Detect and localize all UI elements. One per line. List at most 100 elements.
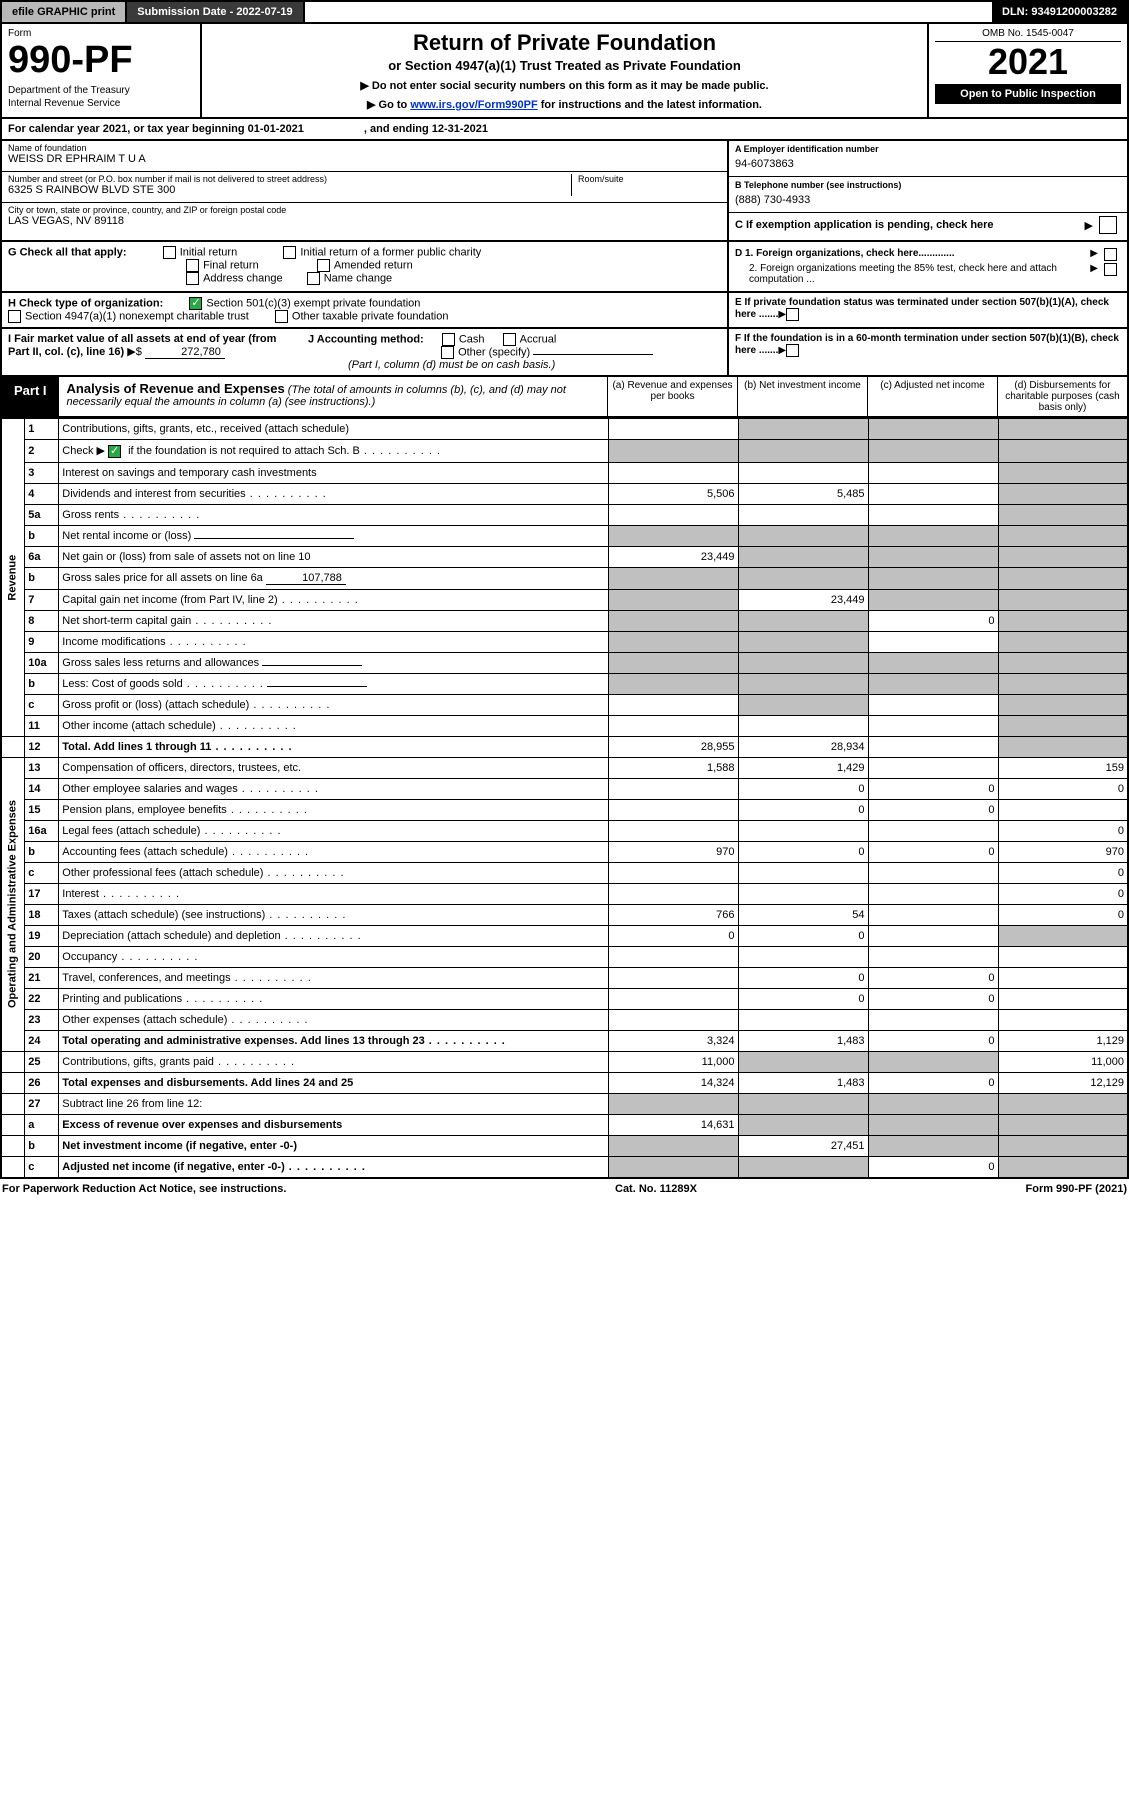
cb-501c3[interactable] (189, 297, 202, 310)
ein-row: A Employer identification number 94-6073… (729, 141, 1127, 177)
r10b-input[interactable] (267, 686, 367, 687)
cb-final-return[interactable] (186, 259, 199, 272)
row-12: 12Total. Add lines 1 through 1128,95528,… (1, 736, 1128, 757)
cb-d1[interactable] (1104, 248, 1117, 261)
val-c: 0 (868, 778, 998, 799)
j-accrual: Accrual (520, 333, 557, 345)
j-other-input[interactable] (533, 354, 653, 355)
arrow-icon: ▶ (778, 309, 786, 320)
row-23: 23Other expenses (attach schedule) (1, 1009, 1128, 1030)
cb-f[interactable] (786, 344, 799, 357)
val-b: 0 (738, 925, 868, 946)
omb-number: OMB No. 1545-0047 (935, 28, 1121, 42)
lineno: 2 (25, 440, 59, 463)
lineno: 7 (25, 589, 59, 610)
h-opt1: Section 501(c)(3) exempt private foundat… (206, 297, 420, 309)
form-word: Form (8, 28, 194, 39)
r2-pre: Check ▶ (62, 445, 108, 457)
val-d: 0 (998, 820, 1128, 841)
val-b: 0 (738, 799, 868, 820)
row-1: Revenue 1 Contributions, gifts, grants, … (1, 419, 1128, 440)
desc: Other income (attach schedule) (59, 715, 608, 736)
part1-desc: Analysis of Revenue and Expenses (The to… (59, 377, 607, 416)
row-2: 2 Check ▶ if the foundation is not requi… (1, 440, 1128, 463)
val-c: 0 (868, 1030, 998, 1051)
desc: Other employee salaries and wages (59, 778, 608, 799)
col-headers: (a) Revenue and expenses per books (b) N… (607, 377, 1127, 416)
r6b-value: 107,788 (266, 572, 346, 585)
irs-link[interactable]: www.irs.gov/Form990PF (410, 99, 537, 111)
val-a: 14,631 (608, 1114, 738, 1135)
val-b: 1,483 (738, 1072, 868, 1093)
tel-label: B Telephone number (see instructions) (735, 180, 1121, 190)
val-b: 0 (738, 967, 868, 988)
cb-cash[interactable] (442, 333, 455, 346)
row-20: 20Occupancy (1, 946, 1128, 967)
r17-d: Interest (62, 888, 99, 900)
cb-4947[interactable] (8, 310, 21, 323)
lineno: c (25, 694, 59, 715)
val-a: 5,506 (608, 483, 738, 504)
desc: Contributions, gifts, grants paid (59, 1051, 608, 1072)
d1-label: D 1. Foreign organizations, check here..… (735, 248, 955, 261)
address: 6325 S RAINBOW BLVD STE 300 (8, 184, 571, 196)
desc: Taxes (attach schedule) (see instruction… (59, 904, 608, 925)
r14-d: Other employee salaries and wages (62, 783, 237, 795)
val-b: 54 (738, 904, 868, 925)
city-row: City or town, state or province, country… (2, 203, 727, 233)
cb-initial-return[interactable] (163, 246, 176, 259)
val-a: 14,324 (608, 1072, 738, 1093)
cb-other[interactable] (441, 346, 454, 359)
cb-name-change[interactable] (307, 272, 320, 285)
cb-address-change[interactable] (186, 272, 199, 285)
cb-accrual[interactable] (503, 333, 516, 346)
desc: Interest (59, 883, 608, 904)
r10a-input[interactable] (262, 665, 362, 666)
cb-d2[interactable] (1104, 263, 1117, 276)
lineno: c (25, 862, 59, 883)
r8-d: Net short-term capital gain (62, 615, 191, 627)
cb-amended[interactable] (317, 259, 330, 272)
col-c-header: (c) Adjusted net income (867, 377, 997, 416)
cb-schb[interactable] (108, 445, 121, 458)
row-9: 9Income modifications (1, 631, 1128, 652)
row-6a: 6aNet gain or (loss) from sale of assets… (1, 546, 1128, 567)
val-a: 28,955 (608, 736, 738, 757)
row-22: 22Printing and publications00 (1, 988, 1128, 1009)
submission-date: Submission Date - 2022-07-19 (127, 2, 304, 22)
val-c: 0 (868, 967, 998, 988)
arrow-icon: ▶ (1090, 263, 1098, 285)
r10a-d: Gross sales less returns and allowances (62, 657, 259, 669)
info-right: A Employer identification number 94-6073… (727, 141, 1127, 240)
dln-label: DLN: 93491200003282 (992, 2, 1127, 22)
i-value: 272,780 (145, 346, 225, 359)
val-a: 0 (608, 925, 738, 946)
footer-right: Form 990-PF (2021) (1026, 1183, 1127, 1195)
header-center: Return of Private Foundation or Section … (202, 24, 927, 117)
desc: Pension plans, employee benefits (59, 799, 608, 820)
e-section: E If private foundation status was termi… (727, 293, 1127, 327)
info-block: Name of foundation WEISS DR EPHRAIM T U … (0, 141, 1129, 242)
col-a-header: (a) Revenue and expenses per books (608, 377, 737, 416)
row-19: 19Depreciation (attach schedule) and dep… (1, 925, 1128, 946)
cb-e[interactable] (786, 308, 799, 321)
r24-d: Total operating and administrative expen… (62, 1035, 424, 1047)
lineno: 20 (25, 946, 59, 967)
efile-button[interactable]: efile GRAPHIC print (2, 2, 127, 22)
r5b-input[interactable] (194, 538, 354, 539)
opt-final: Final return (203, 259, 259, 271)
c-checkbox[interactable] (1099, 216, 1117, 234)
lineno: 23 (25, 1009, 59, 1030)
side-revenue: Revenue (1, 419, 25, 737)
cb-initial-former[interactable] (283, 246, 296, 259)
foundation-name: WEISS DR EPHRAIM T U A (8, 153, 721, 165)
cb-other-taxable[interactable] (275, 310, 288, 323)
val-d: 11,000 (998, 1051, 1128, 1072)
desc: Other expenses (attach schedule) (59, 1009, 608, 1030)
lineno: 25 (25, 1051, 59, 1072)
val-d: 159 (998, 757, 1128, 778)
val-c: 0 (868, 841, 998, 862)
val-b: 1,429 (738, 757, 868, 778)
val-d: 0 (998, 883, 1128, 904)
arrow-icon: ▶ (1090, 248, 1098, 261)
